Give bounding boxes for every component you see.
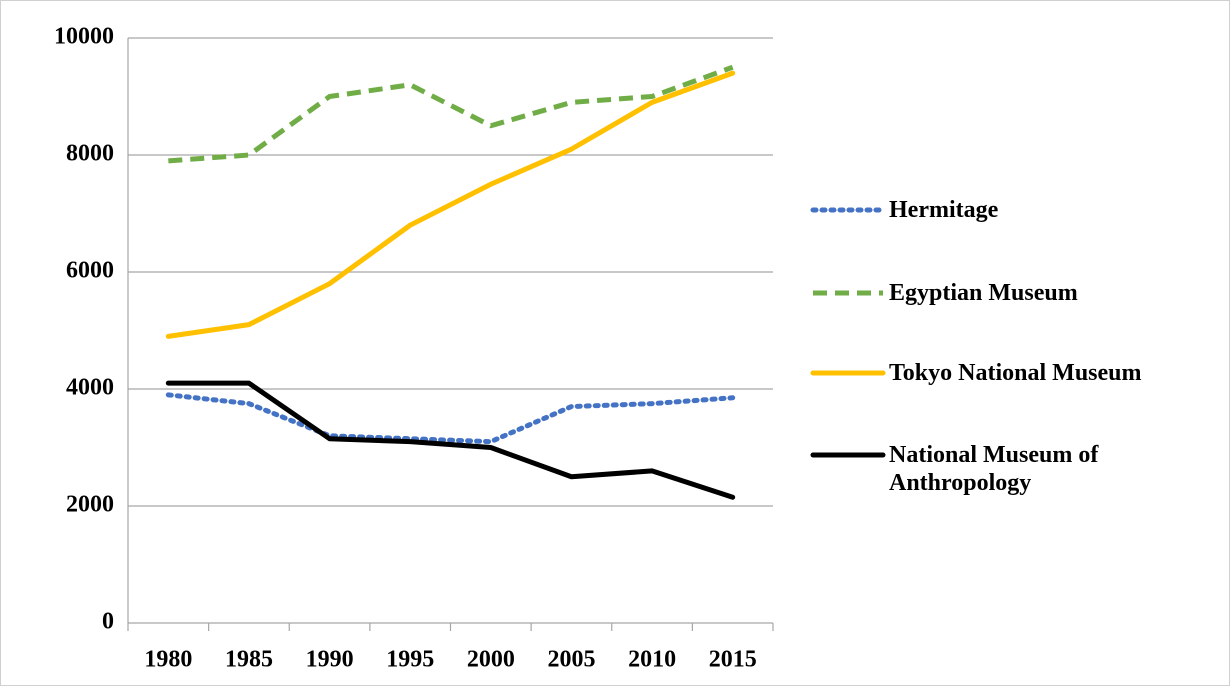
y-tick-label: 0	[102, 609, 114, 635]
legend-swatch	[813, 290, 883, 296]
legend-item: Tokyo National Museum	[809, 359, 1219, 387]
legend-item: Egyptian Museum	[809, 279, 1219, 307]
legend-item: National Museum of Anthropology	[809, 441, 1169, 497]
y-tick-label: 2000	[66, 492, 114, 518]
x-tick-label: 1985	[225, 647, 273, 673]
legend-label: Tokyo National Museum	[889, 360, 1142, 386]
y-tick-label: 6000	[66, 258, 114, 284]
legend-swatch	[810, 207, 886, 213]
series-line	[165, 380, 736, 500]
x-tick-label: 2015	[709, 647, 757, 673]
x-tick-label: 1990	[306, 647, 354, 673]
y-tick-label: 10000	[54, 24, 114, 50]
series-line	[168, 64, 734, 164]
x-tick-label: 2005	[547, 647, 595, 673]
y-tick-label: 4000	[66, 375, 114, 401]
legend-label: Egyptian Museum	[889, 280, 1078, 306]
y-tick-label: 8000	[66, 141, 114, 167]
x-tick-label: 2000	[467, 647, 515, 673]
series-line	[165, 392, 736, 445]
x-tick-label: 1980	[144, 647, 192, 673]
x-tick-label: 1995	[386, 647, 434, 673]
legend-item: Hermitage	[809, 196, 1219, 224]
legend-label: National Museum of Anthropology	[889, 442, 1099, 496]
x-tick-label: 2010	[628, 647, 676, 673]
legend-swatch	[810, 370, 886, 376]
legend-label: Hermitage	[889, 197, 999, 223]
legend-swatch	[810, 452, 886, 458]
series-line	[165, 70, 736, 339]
